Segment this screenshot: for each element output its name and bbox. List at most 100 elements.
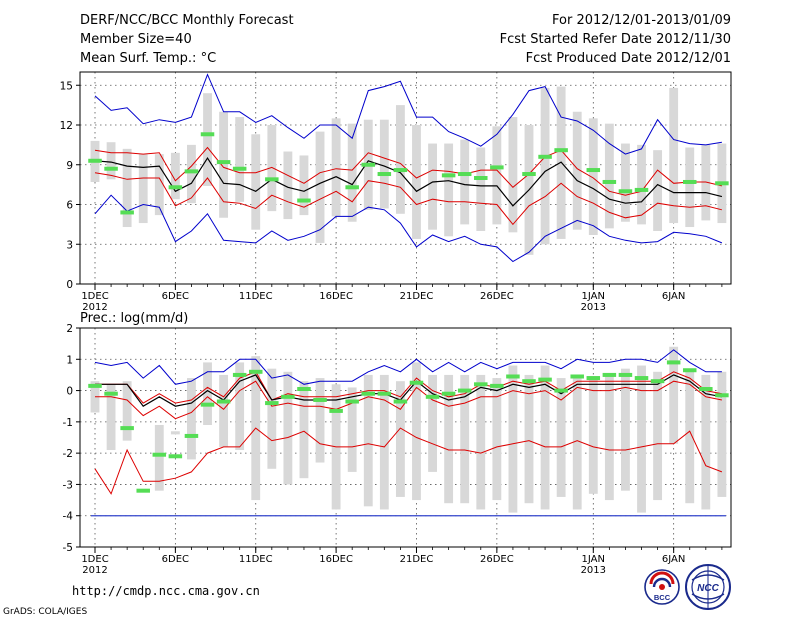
ensemble-bar (476, 374, 486, 510)
footer-url[interactable]: http://cmdp.ncc.cma.gov.cn (72, 584, 260, 598)
ensemble-bar (588, 378, 598, 494)
observed-mark (265, 177, 279, 182)
observed-mark (120, 210, 134, 215)
bcc-logo-text: BCC (654, 593, 671, 602)
observed-mark (715, 393, 729, 398)
observed-mark (200, 132, 215, 137)
y-tick-label: 15 (60, 80, 73, 92)
observed-mark (248, 369, 263, 374)
series-line-upper (94, 146, 723, 196)
ensemble-bar (251, 134, 261, 230)
ensemble-bar (138, 154, 148, 224)
series-line-max (94, 73, 722, 155)
ensemble-bar (428, 374, 437, 472)
ensemble-bar (331, 118, 341, 217)
bcc-logo: BCC (644, 569, 680, 605)
observed-mark (441, 173, 456, 178)
observed-mark (152, 452, 167, 457)
observed-mark (232, 372, 247, 377)
x-tick-label: 26DEC (480, 291, 514, 302)
x-tick-label: 21DEC (400, 554, 434, 565)
observed-mark (538, 377, 552, 382)
observed-mark (650, 379, 665, 384)
ensemble-bar (315, 378, 325, 463)
observed-mark (281, 394, 295, 399)
ensemble-bar (267, 368, 277, 469)
header-period: For 2012/12/01-2013/01/09 (552, 13, 731, 28)
ensemble-bar (604, 123, 614, 229)
observed-mark (554, 148, 568, 153)
observed-mark (474, 382, 488, 387)
ensemble-bar (653, 371, 663, 501)
ensemble-bar (187, 144, 196, 204)
ensemble-bar (122, 381, 132, 441)
y-tick-label: 1 (66, 354, 73, 366)
observed-mark (200, 402, 215, 407)
ensemble-bar (203, 93, 212, 186)
x-tick-label: 6JAN (662, 291, 685, 302)
ensemble-bar (444, 374, 454, 504)
observed-mark (602, 179, 617, 184)
ensemble-bar (540, 365, 550, 510)
observed-mark (361, 391, 376, 396)
ensemble-bar (283, 151, 293, 220)
ensemble-bar (685, 368, 695, 504)
ensemble-bar (219, 374, 229, 447)
y-tick-label: 9 (66, 160, 73, 172)
x-tick-label: 21DEC (400, 291, 434, 302)
observed-mark (345, 185, 359, 190)
ensemble-bar (170, 431, 180, 435)
header-member-size: Member Size=40 (80, 32, 192, 47)
x-tick-label: 1JAN (582, 291, 605, 302)
observed-mark (618, 372, 633, 377)
ensemble-bar (556, 378, 566, 497)
ensemble-bar (460, 374, 470, 504)
ensemble-bar (122, 148, 132, 228)
ensemble-bar (701, 374, 711, 510)
series-line-median (94, 156, 723, 207)
header-start-date: Fcst Started Refer Date 2012/11/30 (500, 32, 731, 47)
observed-mark (168, 185, 183, 190)
ensemble-bar (283, 371, 293, 485)
observed-mark (409, 380, 424, 385)
ncc-logo: NCC (685, 564, 731, 610)
header-title: DERF/NCC/BCC Monthly Forecast (80, 13, 294, 28)
series-line-min (94, 427, 723, 495)
observed-mark (88, 158, 102, 163)
x-tick-sublabel: 2013 (581, 302, 606, 313)
y-tick-label: -5 (63, 542, 73, 554)
x-tick-label: 6DEC (162, 554, 189, 565)
observed-mark (538, 154, 552, 159)
observed-mark (506, 374, 520, 379)
x-tick-label: 1DEC (81, 554, 108, 565)
observed-mark (216, 160, 231, 165)
ensemble-bar (154, 424, 164, 491)
ensemble-bar (621, 143, 630, 222)
observed-mark (361, 162, 376, 167)
ensemble-bar (379, 374, 389, 510)
x-tick-sublabel: 2013 (581, 565, 606, 576)
ensemble-bar (395, 105, 405, 214)
ensemble-bar (540, 87, 550, 245)
x-tick-label: 26DEC (480, 554, 514, 565)
observed-mark (297, 198, 311, 203)
ensemble-bar (476, 147, 486, 231)
ensemble-bar (460, 139, 470, 225)
y-tick-label: 0 (66, 386, 73, 398)
ensemble-bar (669, 346, 679, 444)
ensemble-bar (187, 378, 196, 460)
ensemble-bar (572, 378, 582, 510)
ensemble-bar (299, 155, 309, 216)
observed-mark (586, 168, 601, 173)
observed-mark (329, 408, 343, 413)
observed-mark (634, 187, 649, 192)
x-tick-label: 11DEC (239, 554, 273, 565)
y-tick-label: 3 (66, 239, 73, 251)
ensemble-bar (347, 387, 357, 472)
observed-mark (586, 376, 601, 381)
observed-mark (457, 172, 472, 177)
y-tick-label: 6 (66, 200, 73, 212)
ensemble-bar (637, 365, 646, 513)
observed-mark (377, 391, 392, 396)
